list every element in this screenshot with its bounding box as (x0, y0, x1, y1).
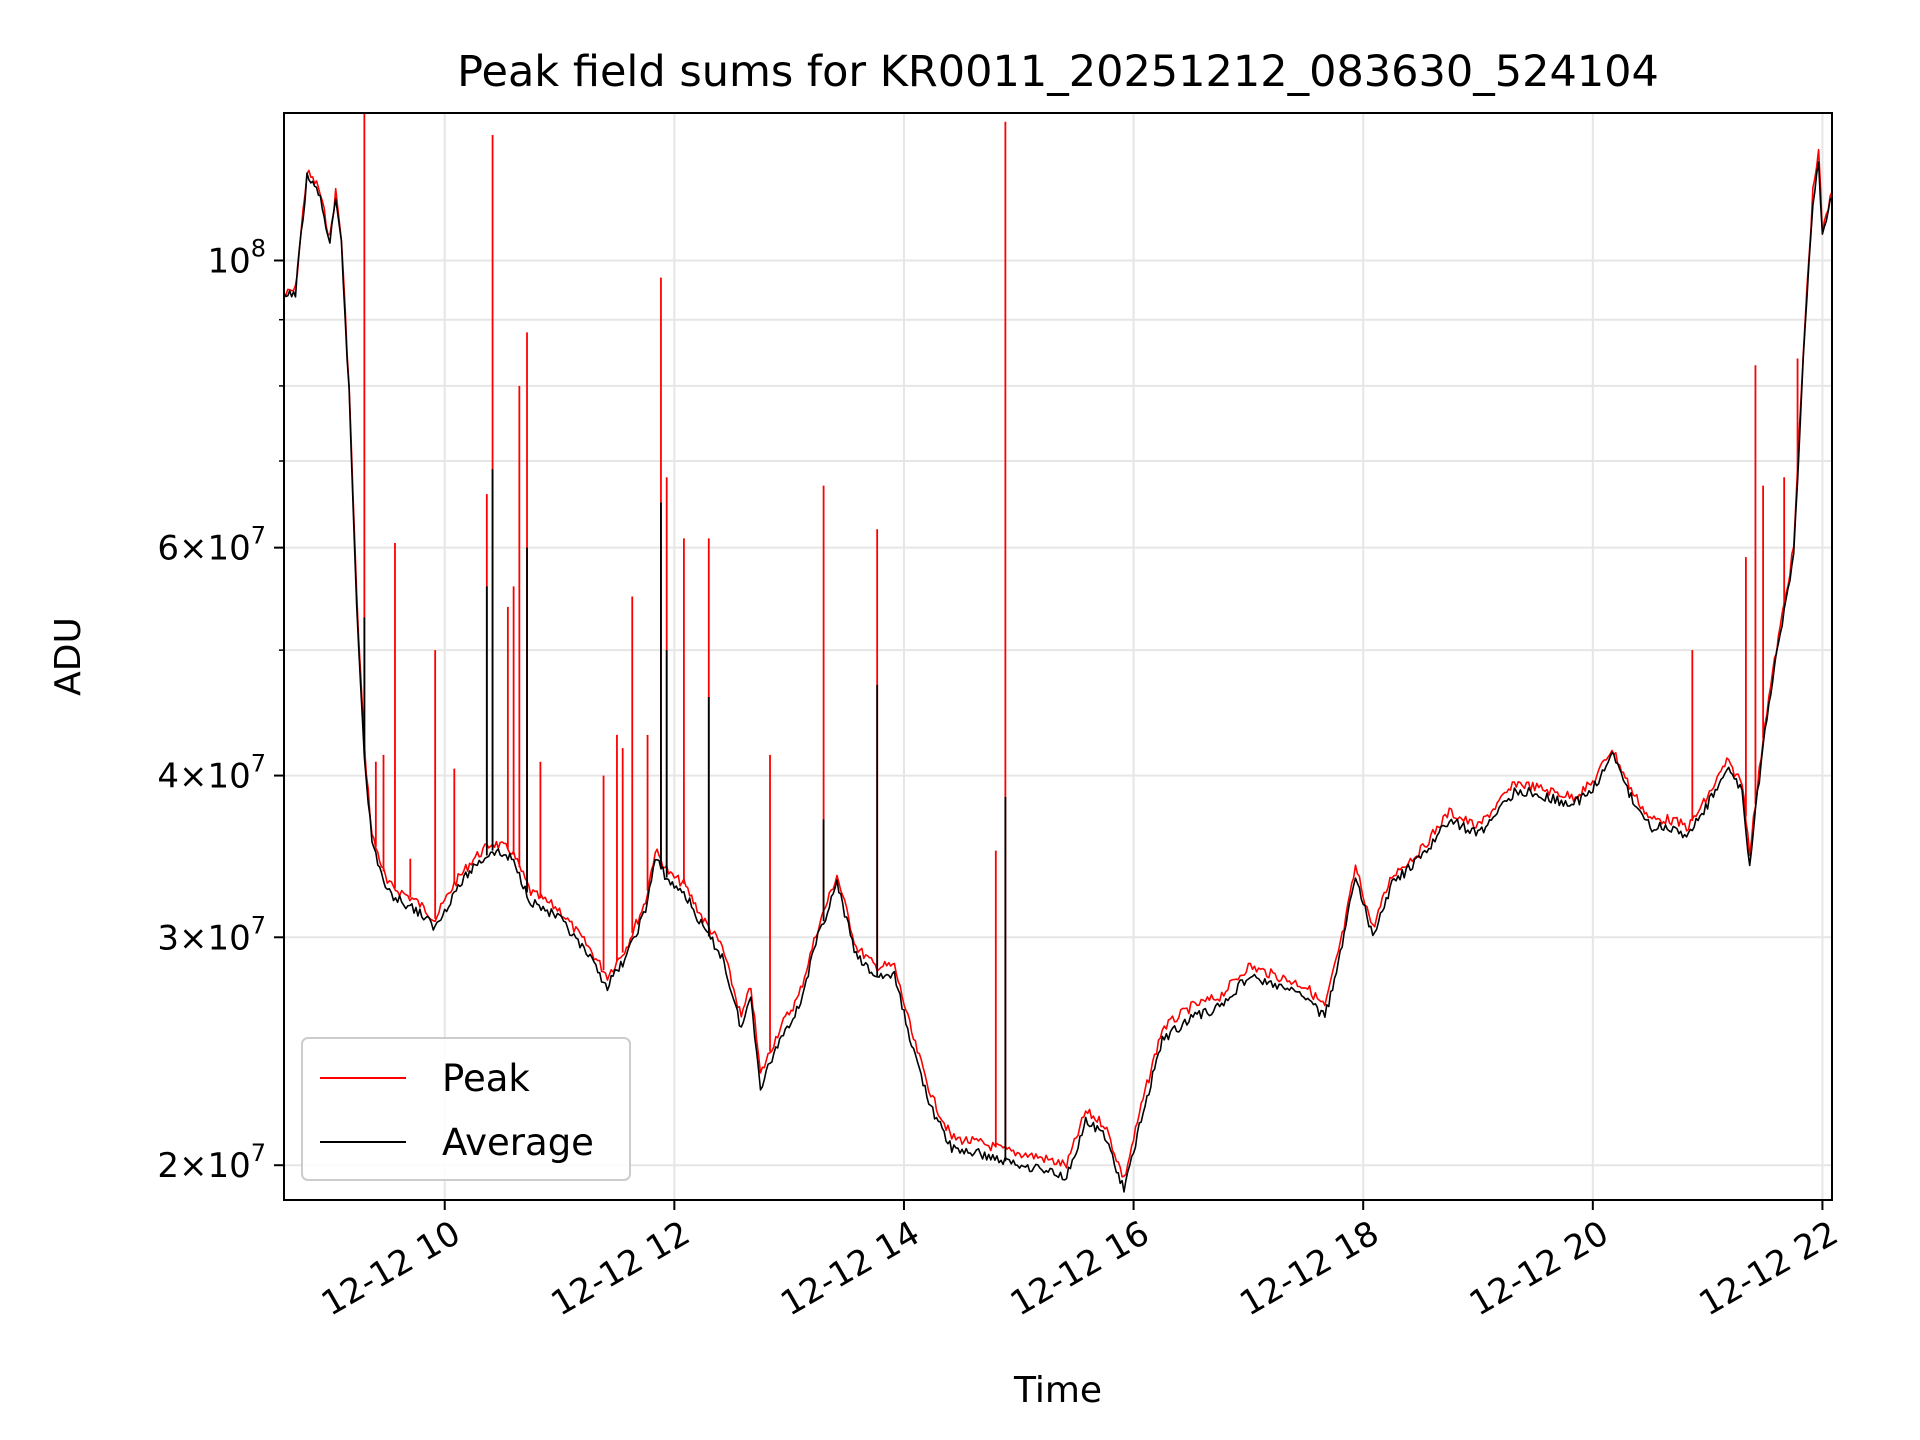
legend-label-average: Average (442, 1121, 594, 1164)
y-tick-label: 3×107 (157, 911, 266, 958)
chart-title: Peak field sums for KR0011_20251212_0836… (457, 47, 1659, 97)
series-line-peak (284, 148, 1832, 1178)
y-tick-label: 4×107 (157, 750, 266, 797)
series-line-average (284, 161, 1832, 1193)
y-axis-label: ADU (48, 617, 89, 696)
plot-frame (283, 112, 1833, 1201)
plot-area (284, 113, 1832, 1193)
y-tick-label: 6×107 (157, 522, 266, 569)
x-axis-label: Time (1013, 1370, 1102, 1411)
y-axis: 2×107 3×107 4×107 6×107 108 (157, 234, 284, 1186)
series-average (284, 161, 1832, 1193)
y-tick-label: 108 (207, 234, 266, 281)
legend-box (301, 1037, 631, 1181)
legend-label-peak: Peak (442, 1057, 530, 1100)
legend: Peak Average (301, 1037, 631, 1181)
y-tick-label: 2×107 (157, 1139, 266, 1186)
grid (284, 113, 1832, 1200)
